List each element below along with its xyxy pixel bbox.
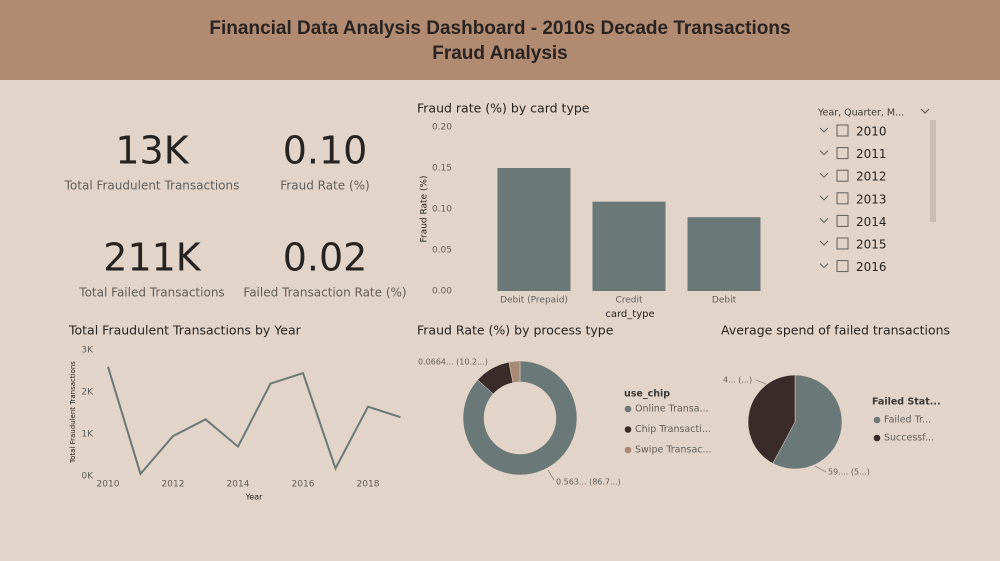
expand-chevron[interactable] — [819, 195, 829, 201]
checkbox[interactable] — [836, 260, 849, 273]
y-axis-label: Fraud Rate (%) — [420, 175, 430, 242]
kpi-label: Failed Transaction Rate (%) — [243, 286, 406, 300]
data-label: 59.... (5...) — [828, 468, 870, 477]
slicer-item[interactable]: 2011 — [856, 147, 887, 161]
expand-chevron[interactable] — [819, 240, 829, 246]
data-label: 0.0664... (10.2...) — [418, 358, 488, 367]
legend-marker — [873, 416, 881, 424]
checkbox[interactable] — [836, 214, 849, 227]
y-tick-label: 3K — [81, 346, 94, 356]
y-tick-label: 0.15 — [432, 164, 452, 174]
checkbox[interactable] — [836, 147, 849, 160]
donut-slice — [462, 360, 578, 476]
slicer-title: Year, Quarter, M... — [817, 108, 904, 119]
kpi-value: 211K — [103, 236, 202, 280]
data-label: 0.563... (86.7...) — [556, 478, 621, 487]
checkbox[interactable] — [836, 169, 849, 182]
x-tick-label: 2010 — [97, 480, 120, 490]
kpi-label: Fraud Rate (%) — [280, 179, 369, 193]
bar — [592, 201, 666, 291]
legend-label[interactable]: Chip Transacti... — [635, 424, 711, 435]
x-tick-label: 2014 — [227, 480, 250, 490]
legend-marker — [624, 426, 632, 433]
x-tick-label: 2016 — [292, 480, 315, 490]
checkbox[interactable] — [836, 124, 849, 137]
label-connector — [814, 465, 827, 473]
x-tick-label: Credit — [615, 296, 643, 306]
expand-chevron[interactable] — [819, 172, 829, 178]
line-series — [107, 366, 401, 476]
header-subtitle: Fraud Analysis — [432, 43, 568, 64]
slicer-item[interactable]: 2015 — [856, 238, 887, 252]
header-title: Financial Data Analysis Dashboard - 2010… — [209, 18, 790, 39]
slicer-item[interactable]: 2014 — [856, 215, 887, 229]
expand-chevron[interactable] — [819, 150, 829, 156]
legend-title: Failed Stat... — [872, 397, 941, 408]
y-tick-label: 0.00 — [432, 287, 452, 297]
slicer-item[interactable]: 2013 — [856, 192, 887, 206]
x-tick-label: Debit (Prepaid) — [500, 296, 568, 306]
legend-marker — [873, 434, 881, 442]
kpi-value: 0.10 — [283, 129, 368, 173]
kpi-label: Total Failed Transactions — [78, 286, 224, 300]
pie-slice — [772, 374, 843, 470]
scrollbar[interactable] — [930, 120, 936, 222]
kpi-value: 13K — [115, 129, 189, 173]
legend-marker — [624, 446, 632, 454]
slicer-item[interactable]: 2016 — [856, 260, 887, 274]
slicer-item[interactable]: 2010 — [856, 125, 887, 139]
donut-slice — [508, 360, 521, 383]
y-tick-label: 0.05 — [432, 246, 452, 256]
y-axis-label: Total Fraudulent Transactions — [69, 361, 77, 464]
legend-marker — [624, 405, 632, 413]
y-tick-label: 1K — [81, 430, 94, 440]
x-axis-label: card_type — [605, 309, 654, 320]
legend-label[interactable]: Online Transa... — [635, 404, 709, 415]
y-tick-label: 0.20 — [432, 123, 452, 133]
x-axis-label: Year — [245, 493, 264, 502]
expand-chevron[interactable] — [819, 263, 829, 269]
x-tick-label: Debit — [712, 296, 737, 306]
header-band — [0, 0, 1000, 80]
slicer-dropdown[interactable] — [920, 108, 930, 114]
chart-title: Average spend of failed transactions — [721, 323, 950, 338]
legend-title: use_chip — [624, 389, 670, 400]
pie-slice — [747, 374, 796, 464]
expand-chevron[interactable] — [819, 218, 829, 224]
chart-title: Total Fraudulent Transactions by Year — [68, 323, 302, 338]
y-tick-label: 0K — [81, 472, 94, 482]
slicer: 2010 2011 2012 2013 2014 2015 2016 — [819, 124, 887, 274]
label-connector — [755, 379, 767, 385]
x-tick-label: 2018 — [357, 480, 380, 490]
checkbox[interactable] — [836, 192, 849, 205]
x-tick-label: 2012 — [162, 480, 185, 490]
bar — [497, 168, 571, 291]
y-tick-label: 0.10 — [432, 205, 452, 215]
y-tick-label: 2K — [81, 388, 94, 398]
checkbox[interactable] — [836, 237, 849, 250]
expand-chevron[interactable] — [819, 127, 829, 133]
kpi-label: Total Fraudulent Transactions — [64, 179, 240, 193]
label-connector — [547, 469, 555, 481]
chart-title: Fraud rate (%) by card type — [417, 101, 590, 116]
kpi-value: 0.02 — [283, 236, 368, 280]
bar — [687, 217, 761, 291]
slicer-item[interactable]: 2012 — [856, 170, 887, 184]
data-label: 4... (...) — [723, 376, 752, 385]
chart-title: Fraud Rate (%) by process type — [417, 323, 614, 338]
legend-label[interactable]: Swipe Transac... — [635, 445, 712, 456]
legend-label[interactable]: Failed Tr... — [884, 415, 931, 426]
legend-label[interactable]: Successf... — [884, 433, 934, 444]
